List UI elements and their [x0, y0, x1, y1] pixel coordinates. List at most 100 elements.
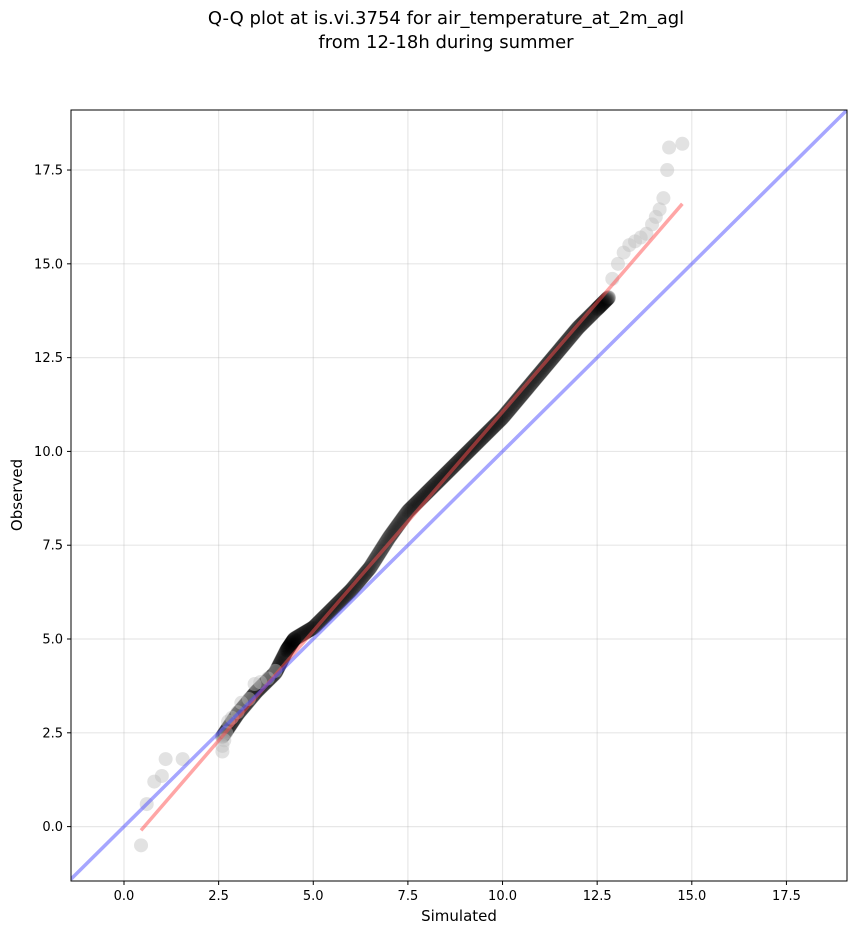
quantile-point [280, 641, 296, 657]
tail-point [616, 245, 631, 260]
y-axis-label: Observed [8, 459, 26, 531]
quantile-point [539, 356, 555, 372]
quantile-point [553, 340, 569, 356]
quantile-point [438, 466, 454, 482]
y-tick-label: 17.5 [34, 164, 63, 179]
tail-point [660, 163, 675, 178]
quantile-point [549, 345, 565, 361]
tail-point [675, 136, 690, 151]
x-tick-label: 5.0 [303, 889, 324, 904]
plot-area [71, 110, 847, 881]
quantile-point [560, 332, 576, 348]
quantile-point [544, 350, 560, 366]
quantile-point [283, 636, 299, 652]
quantile-point [556, 336, 572, 352]
quantile-point [574, 316, 590, 332]
tail-point [147, 774, 162, 789]
quantile-point [439, 465, 455, 481]
quantile-point [542, 353, 558, 369]
quantile-point [482, 422, 498, 438]
y-tick-label: 12.5 [34, 351, 63, 366]
quantile-point [287, 631, 303, 647]
x-tick-label: 15.0 [677, 889, 706, 904]
quantile-point [303, 621, 319, 637]
tail-point [134, 838, 149, 853]
quantile-point [569, 321, 585, 337]
tail-point [628, 234, 643, 249]
quantile-point [289, 629, 305, 645]
quantile-point [282, 638, 298, 654]
chart-subtitle: from 12-18h during summer [318, 32, 574, 53]
quantile-point [546, 349, 562, 365]
quantile-point [547, 347, 563, 363]
quantile-point [281, 639, 297, 655]
quantile-point [286, 632, 302, 648]
y-tick-label: 0.0 [42, 820, 63, 835]
x-tick-label: 2.5 [208, 889, 229, 904]
quantile-point [545, 350, 561, 366]
quantile-point [285, 634, 301, 650]
quantile-point [279, 642, 295, 658]
quantile-point [565, 326, 581, 342]
quantile-point [259, 673, 275, 689]
quantile-point [480, 424, 496, 440]
quantile-point [541, 354, 557, 370]
quantile-point [486, 418, 502, 434]
x-tick-label: 12.5 [583, 889, 612, 904]
quantile-point [285, 633, 301, 649]
chart-title: Q-Q plot at is.vi.3754 for air_temperatu… [208, 8, 684, 29]
quantile-point [283, 636, 299, 652]
quantile-point [304, 621, 320, 637]
quantile-point [279, 642, 295, 658]
tail-point [633, 230, 648, 245]
quantile-point [484, 420, 500, 436]
quantile-point [555, 338, 571, 354]
quantile-point [437, 467, 453, 483]
quantile-point [481, 423, 497, 439]
quantile-point [571, 319, 587, 335]
y-tick-label: 15.0 [34, 257, 63, 272]
quantile-point [548, 346, 564, 362]
tail-point [247, 677, 262, 692]
quantile-point [566, 324, 582, 340]
quantile-point [255, 677, 271, 693]
quantile-point [544, 351, 560, 367]
quantile-point [281, 639, 297, 655]
quantile-point [254, 678, 270, 694]
quantile-point [290, 629, 306, 645]
tail-point [215, 744, 230, 759]
ticks: 0.0 2.5 5.0 7.5 10.0 12.5 15.0 17.5 0.0 2.5 5.0 7.5… [34, 164, 801, 904]
quantile-point [564, 327, 580, 343]
quantile-point [543, 352, 559, 368]
quantile-point [563, 329, 579, 345]
quantile-point [378, 535, 394, 551]
quantile-point [259, 674, 275, 690]
x-tick-label: 10.0 [488, 889, 517, 904]
quantile-point [570, 320, 586, 336]
quantile-point [280, 640, 296, 656]
axes-frame [70, 109, 848, 882]
tail-point [610, 256, 625, 271]
quantile-point [576, 314, 592, 330]
y-tick-label: 2.5 [42, 726, 63, 741]
quantile-point [566, 325, 582, 341]
quantile-point [556, 337, 572, 353]
quantile-point [558, 335, 574, 351]
tail-point [662, 140, 677, 155]
quantile-point [548, 347, 564, 363]
x-tick-label: 7.5 [398, 889, 419, 904]
quantile-point [305, 620, 321, 636]
y-tick-label: 10.0 [34, 445, 63, 460]
tail-point [154, 768, 169, 783]
quantile-point [286, 631, 302, 647]
quantile-point [305, 620, 321, 636]
quantile-point [567, 323, 583, 339]
quantile-point [286, 632, 302, 648]
x-axis-label: Simulated [421, 907, 497, 925]
quantile-point [560, 332, 576, 348]
quantile-point [435, 468, 451, 484]
quantile-point [554, 339, 570, 355]
quantile-point [438, 465, 454, 481]
quantile-point [288, 630, 304, 646]
